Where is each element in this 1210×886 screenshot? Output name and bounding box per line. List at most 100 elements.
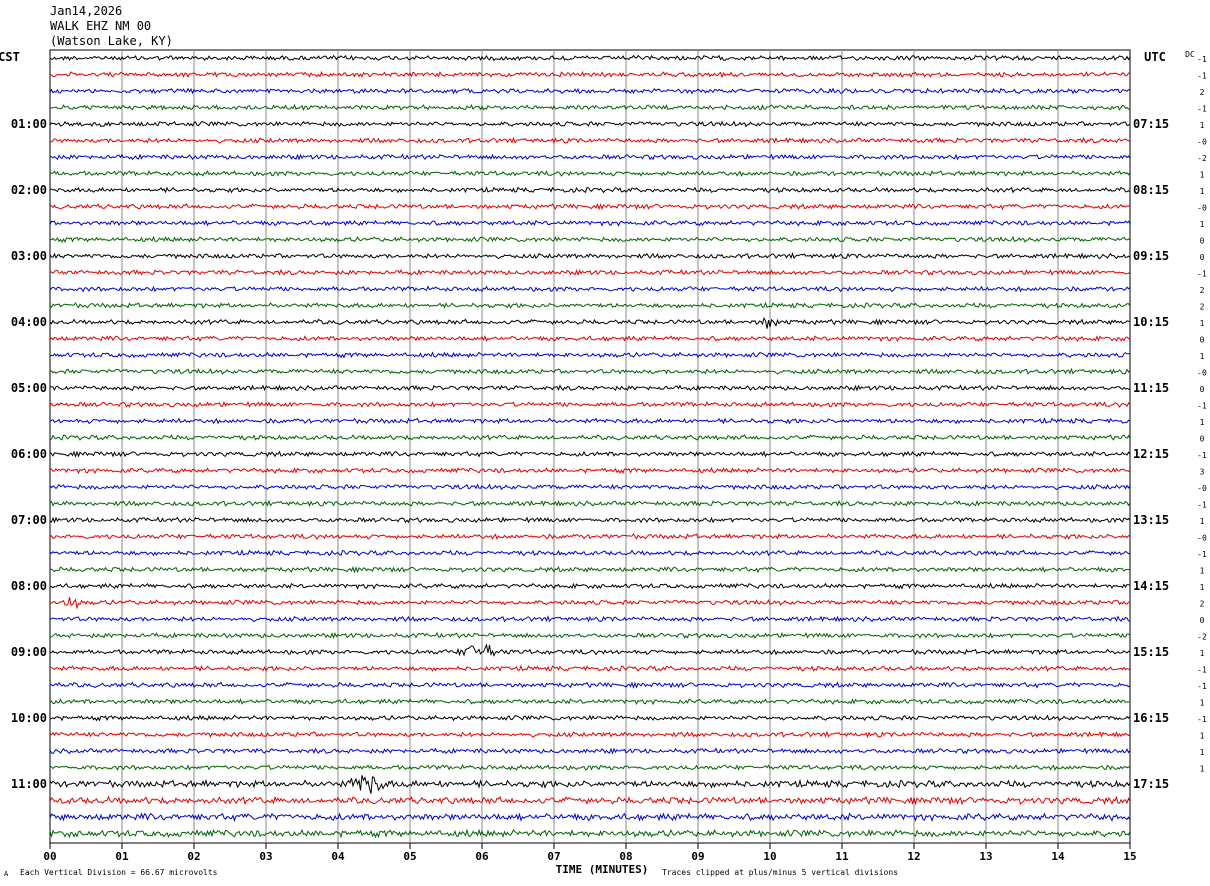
trace-line bbox=[49, 285, 1131, 293]
trace-line bbox=[49, 775, 1131, 794]
trace-line bbox=[49, 597, 1131, 610]
dc-offset-value: 1 bbox=[1200, 352, 1205, 361]
trace-line bbox=[49, 153, 1131, 161]
x-tick-label: 08 bbox=[619, 850, 632, 863]
dc-offset-value: -1 bbox=[1197, 105, 1207, 114]
trace-line bbox=[49, 136, 1131, 145]
trace-line bbox=[49, 219, 1131, 227]
utc-hour-label: 17:15 bbox=[1133, 777, 1169, 791]
utc-hour-label: 08:15 bbox=[1133, 183, 1169, 197]
trace-line bbox=[49, 565, 1131, 574]
dc-offset-value: 1 bbox=[1200, 171, 1205, 180]
utc-label: UTC bbox=[1144, 50, 1166, 64]
vertical-scale-note: Each Vertical Division = 66.67 microvolt… bbox=[20, 868, 218, 877]
trace-line bbox=[49, 549, 1131, 557]
dc-offset-value: 0 bbox=[1200, 435, 1205, 444]
dc-offset-value: 1 bbox=[1200, 517, 1205, 526]
cst-hour-label: 08:00 bbox=[11, 579, 47, 593]
trace-line bbox=[49, 450, 1131, 458]
trace-line bbox=[49, 202, 1131, 211]
utc-hour-label: 10:15 bbox=[1133, 315, 1169, 329]
cst-hour-label: 11:00 bbox=[11, 777, 47, 791]
station-code: WALK EHZ NM 00 bbox=[50, 19, 152, 33]
trace-line bbox=[49, 400, 1131, 408]
utc-hour-label: 13:15 bbox=[1133, 513, 1169, 527]
trace-line bbox=[49, 730, 1131, 739]
trace-line bbox=[49, 664, 1131, 672]
x-tick-label: 05 bbox=[403, 850, 416, 863]
dc-offset-value: -0 bbox=[1197, 369, 1207, 378]
dc-offset-value: 2 bbox=[1200, 600, 1205, 609]
dc-offset-value: -0 bbox=[1197, 138, 1207, 147]
trace-line bbox=[49, 186, 1131, 194]
trace-line bbox=[49, 103, 1131, 112]
trace-line bbox=[49, 499, 1131, 508]
dc-offset-value: 0 bbox=[1200, 385, 1205, 394]
x-tick-label: 02 bbox=[187, 850, 200, 863]
trace-line bbox=[49, 582, 1131, 590]
trace-line bbox=[49, 235, 1131, 243]
dc-offset-value: 1 bbox=[1200, 418, 1205, 427]
trace-line bbox=[49, 316, 1131, 329]
dc-offset-value: 2 bbox=[1200, 286, 1205, 295]
dc-label: DC bbox=[1185, 50, 1195, 59]
cst-hour-label: 01:00 bbox=[11, 117, 47, 131]
trace-line bbox=[49, 252, 1131, 260]
dc-offset-value: 3 bbox=[1200, 468, 1205, 477]
utc-hour-label: 14:15 bbox=[1133, 579, 1169, 593]
x-tick-label: 04 bbox=[331, 850, 345, 863]
utc-hour-label: 09:15 bbox=[1133, 249, 1169, 263]
record-date: Jan14,2026 bbox=[50, 4, 123, 18]
dc-offset-value: 1 bbox=[1200, 649, 1205, 658]
utc-hour-label: 12:15 bbox=[1133, 447, 1169, 461]
cst-label: CST bbox=[0, 50, 20, 64]
dc-offset-value: 0 bbox=[1200, 253, 1205, 262]
dc-offset-value: -1 bbox=[1197, 715, 1207, 724]
trace-line bbox=[49, 169, 1131, 178]
dc-offset-value: 0 bbox=[1200, 616, 1205, 625]
dc-offset-value: -1 bbox=[1197, 682, 1207, 691]
trace-line bbox=[49, 417, 1131, 425]
dc-offset-value: -1 bbox=[1197, 402, 1207, 411]
trace-line bbox=[49, 335, 1131, 343]
cst-hour-label: 05:00 bbox=[11, 381, 47, 395]
corner-mark: A bbox=[4, 870, 9, 878]
dc-offset-value: -0 bbox=[1197, 534, 1207, 543]
station-location: (Watson Lake, KY) bbox=[50, 34, 173, 48]
dc-offset-value: 1 bbox=[1200, 748, 1205, 757]
trace-line bbox=[49, 384, 1131, 392]
trace-line bbox=[49, 615, 1131, 623]
x-tick-label: 14 bbox=[1051, 850, 1065, 863]
dc-offset-value: -1 bbox=[1197, 666, 1207, 675]
x-tick-label: 12 bbox=[907, 850, 920, 863]
x-tick-label: 00 bbox=[43, 850, 56, 863]
x-tick-label: 15 bbox=[1123, 850, 1136, 863]
cst-hour-label: 06:00 bbox=[11, 447, 47, 461]
dc-offset-value: -1 bbox=[1197, 501, 1207, 510]
trace-line bbox=[49, 301, 1131, 309]
trace-line bbox=[49, 828, 1131, 839]
cst-hour-label: 10:00 bbox=[11, 711, 47, 725]
trace-line bbox=[50, 681, 1131, 689]
dc-offset-value: 0 bbox=[1200, 336, 1205, 345]
cst-hour-label: 04:00 bbox=[11, 315, 47, 329]
clip-note: Traces clipped at plus/minus 5 vertical … bbox=[662, 868, 898, 877]
dc-offset-value: -1 bbox=[1197, 55, 1207, 64]
trace-line bbox=[49, 351, 1131, 359]
plot-frame bbox=[49, 49, 1131, 844]
x-tick-label: 01 bbox=[115, 850, 129, 863]
trace-line bbox=[49, 764, 1131, 772]
trace-line bbox=[49, 268, 1131, 277]
trace-line bbox=[49, 70, 1131, 79]
trace-line bbox=[49, 698, 1131, 706]
utc-hour-label: 11:15 bbox=[1133, 381, 1169, 395]
trace-line bbox=[49, 532, 1131, 541]
trace-line bbox=[49, 54, 1131, 62]
x-axis-title: TIME (MINUTES) bbox=[556, 863, 649, 876]
trace-line bbox=[49, 747, 1131, 755]
dc-offset-value: 1 bbox=[1200, 583, 1205, 592]
x-tick-label: 09 bbox=[691, 850, 704, 863]
dc-offset-value: 1 bbox=[1200, 765, 1205, 774]
trace-line bbox=[49, 120, 1131, 128]
